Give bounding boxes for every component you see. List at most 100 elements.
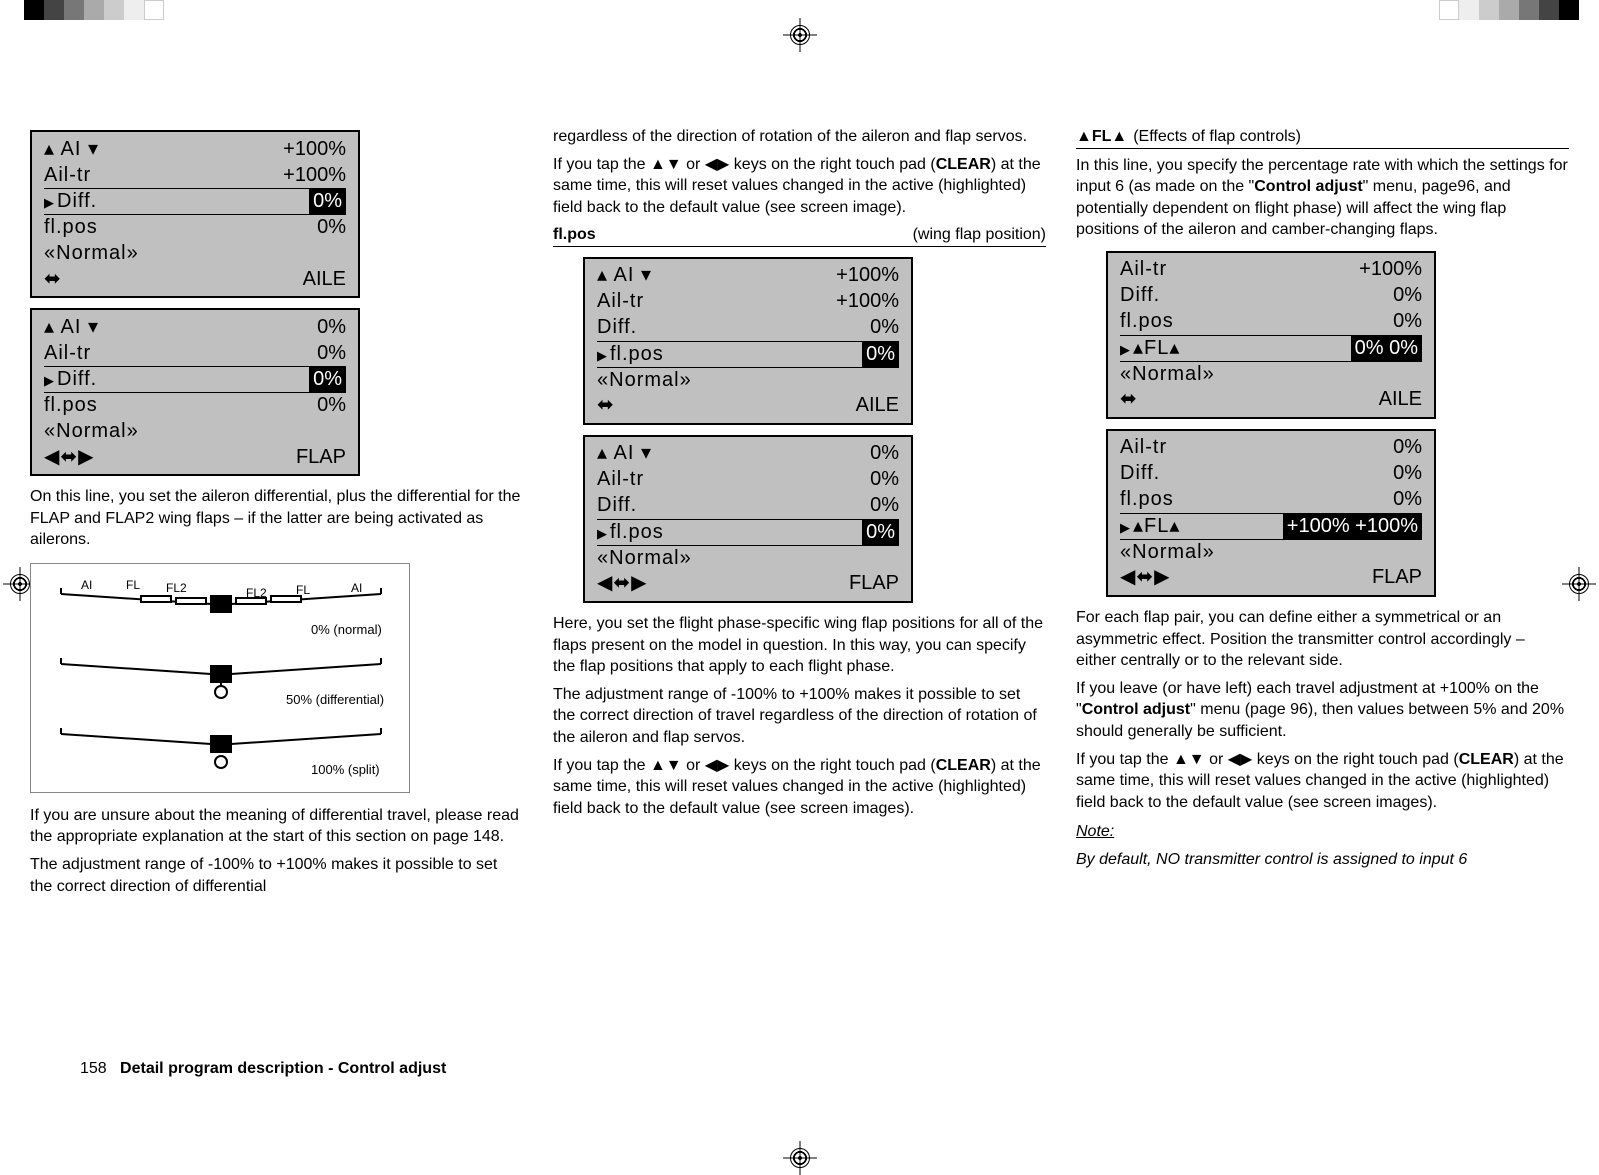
pointer-icon: ▶ bbox=[44, 195, 55, 210]
lcd-label: ⬌ bbox=[44, 266, 62, 293]
lcd-label: Diff. bbox=[1120, 282, 1160, 309]
lcd-row: ▶fl.pos0% bbox=[597, 519, 899, 545]
svg-text:0% (normal): 0% (normal) bbox=[311, 622, 382, 637]
lcd-row: ▶Diff.0% bbox=[44, 366, 346, 392]
lcd-value: 0% 0% bbox=[1351, 335, 1422, 362]
lcd-label: fl.pos bbox=[44, 214, 98, 241]
lcd-screen-6: Ail-tr0%Diff.0%fl.pos0%▶▴FL▴+100% +100%«… bbox=[1106, 429, 1436, 597]
lcd-row: ▶fl.pos 0% bbox=[597, 341, 899, 367]
lcd-row: «Normal» bbox=[597, 367, 899, 393]
lcd-label: ▶fl.pos bbox=[597, 341, 664, 368]
lcd-value: +100% +100% bbox=[1283, 513, 1422, 540]
lcd-label: Ail-tr bbox=[44, 340, 91, 367]
lcd-label: ▴ AI ▾ bbox=[597, 440, 652, 467]
lcd-row: ▴ AI ▾+100% bbox=[44, 136, 346, 162]
lcd-value: 0% bbox=[1393, 486, 1422, 513]
paragraph: If you are unsure about the meaning of d… bbox=[30, 805, 523, 848]
lcd-row: Ail-tr0% bbox=[44, 340, 346, 366]
lcd-screen-2: ▴ AI ▾0%Ail-tr0%▶Diff.0%fl.pos0%«Normal»… bbox=[30, 308, 360, 476]
lcd-label: Ail-tr bbox=[597, 288, 644, 315]
lcd-row: Diff.0% bbox=[1120, 283, 1422, 309]
lcd-value: 0% bbox=[870, 440, 899, 467]
lcd-value: 0% bbox=[317, 392, 346, 419]
lcd-row: ◀⬌▶FLAP bbox=[1120, 565, 1422, 591]
paragraph: regardless of the direction of rotation … bbox=[553, 126, 1046, 148]
lcd-screen-3: ▴ AI ▾+100%Ail-tr+100%Diff.0%▶fl.pos0%«N… bbox=[583, 257, 913, 425]
lcd-value: 0% bbox=[1393, 434, 1422, 461]
column-3: ▲FL▲(Effects of flap controls) In this l… bbox=[1076, 120, 1569, 903]
lcd-row: Ail-tr0% bbox=[1120, 435, 1422, 461]
lcd-label: ◀⬌▶ bbox=[1120, 564, 1171, 591]
lcd-value: 0% bbox=[870, 314, 899, 341]
column-1: ▴ AI ▾+100%Ail-tr+100%▶Diff.0%fl.pos0%«N… bbox=[30, 120, 523, 903]
lcd-value: 0% bbox=[317, 314, 346, 341]
reg-target-top bbox=[790, 25, 810, 45]
lcd-row: ▴ AI ▾ 0% bbox=[44, 314, 346, 340]
lcd-label: ▶▴FL▴ bbox=[1120, 513, 1180, 540]
lcd-screen-1: ▴ AI ▾+100%Ail-tr+100%▶Diff.0%fl.pos0%«N… bbox=[30, 130, 360, 298]
paragraph: On this line, you set the aileron differ… bbox=[30, 486, 523, 551]
lcd-label: ◀⬌▶ bbox=[44, 444, 95, 471]
paragraph: If you tap the ▲▼ or ◀▶ keys on the righ… bbox=[553, 154, 1046, 219]
paragraph: If you tap the ▲▼ or ◀▶ keys on the righ… bbox=[553, 755, 1046, 820]
lcd-value: +100% bbox=[1359, 256, 1422, 283]
lcd-label: «Normal» bbox=[1120, 539, 1215, 566]
reg-target-bottom bbox=[790, 1148, 810, 1168]
lcd-label: ▴ AI ▾ bbox=[44, 314, 99, 341]
lcd-label: ⬌ bbox=[597, 392, 615, 419]
lcd-label: «Normal» bbox=[44, 418, 139, 445]
lcd-row: ⬌AILE bbox=[44, 266, 346, 292]
paragraph: If you leave (or have left) each travel … bbox=[1076, 678, 1569, 743]
lcd-row: fl.pos 0% bbox=[44, 214, 346, 240]
pointer-icon: ▶ bbox=[1120, 520, 1131, 535]
lcd-value: +100% bbox=[283, 162, 346, 189]
lcd-label: «Normal» bbox=[44, 240, 139, 267]
paragraph: If you tap the ▲▼ or ◀▶ keys on the righ… bbox=[1076, 749, 1569, 814]
section-head-fl: ▲FL▲(Effects of flap controls) bbox=[1076, 126, 1569, 149]
lcd-row: ⬌ AILE bbox=[597, 393, 899, 419]
lcd-row: Ail-tr+100% bbox=[597, 289, 899, 315]
lcd-label: fl.pos bbox=[44, 392, 98, 419]
paragraph: The adjustment range of -100% to +100% m… bbox=[553, 684, 1046, 749]
note-label: Note: bbox=[1076, 821, 1569, 843]
lcd-row: ▶▴FL▴ 0% 0% bbox=[1120, 335, 1422, 361]
lcd-row: ▴ AI ▾ 0% bbox=[597, 441, 899, 467]
lcd-label: ▶▴FL▴ bbox=[1120, 335, 1180, 362]
lcd-row: Diff. 0% bbox=[597, 315, 899, 341]
paragraph: For each flap pair, you can define eithe… bbox=[1076, 607, 1569, 672]
svg-text:FL2: FL2 bbox=[246, 586, 267, 600]
lcd-row: fl.pos 0% bbox=[1120, 487, 1422, 513]
column-2: regardless of the direction of rotation … bbox=[553, 120, 1046, 903]
lcd-label: Ail-tr bbox=[1120, 256, 1167, 283]
lcd-row: Diff.0% bbox=[1120, 461, 1422, 487]
lcd-label: Diff. bbox=[1120, 460, 1160, 487]
section-head-flpos: fl.pos(wing flap position) bbox=[553, 224, 1046, 247]
svg-text:FL2: FL2 bbox=[166, 581, 187, 595]
lcd-value: 0% bbox=[862, 519, 899, 546]
svg-text:100% (split): 100% (split) bbox=[311, 762, 380, 777]
lcd-screen-4: ▴ AI ▾0%Ail-tr0%Diff.0%▶fl.pos0%«Normal»… bbox=[583, 435, 913, 603]
lcd-row: ▶Diff.0% bbox=[44, 188, 346, 214]
svg-text:FL: FL bbox=[126, 578, 140, 592]
lcd-label: Diff. bbox=[597, 314, 637, 341]
reg-top bbox=[0, 0, 1599, 20]
lcd-value: 0% bbox=[317, 214, 346, 241]
lcd-row: ◀⬌▶FLAP bbox=[44, 444, 346, 470]
lcd-value: 0% bbox=[862, 341, 899, 368]
page-footer: 158 Detail program description - Control… bbox=[80, 1060, 446, 1078]
lcd-screen-5: Ail-tr+100%Diff.0%fl.pos0%▶▴FL▴0% 0%«Nor… bbox=[1106, 251, 1436, 419]
lcd-label: Diff. bbox=[597, 492, 637, 519]
lcd-value: AILE bbox=[1379, 386, 1422, 413]
lcd-label: ◀⬌▶ bbox=[597, 570, 648, 597]
lcd-value: AILE bbox=[856, 392, 899, 419]
lcd-value: 0% bbox=[1393, 308, 1422, 335]
lcd-value: 0% bbox=[309, 366, 346, 393]
lcd-row: «Normal» bbox=[1120, 361, 1422, 387]
pointer-icon: ▶ bbox=[597, 526, 608, 541]
lcd-row: ▴ AI ▾+100% bbox=[597, 263, 899, 289]
lcd-row: fl.pos0% bbox=[1120, 309, 1422, 335]
lcd-row: «Normal» bbox=[597, 545, 899, 571]
svg-text:50% (differential): 50% (differential) bbox=[286, 692, 384, 707]
lcd-label: fl.pos bbox=[1120, 486, 1174, 513]
lcd-row: Ail-tr0% bbox=[597, 467, 899, 493]
